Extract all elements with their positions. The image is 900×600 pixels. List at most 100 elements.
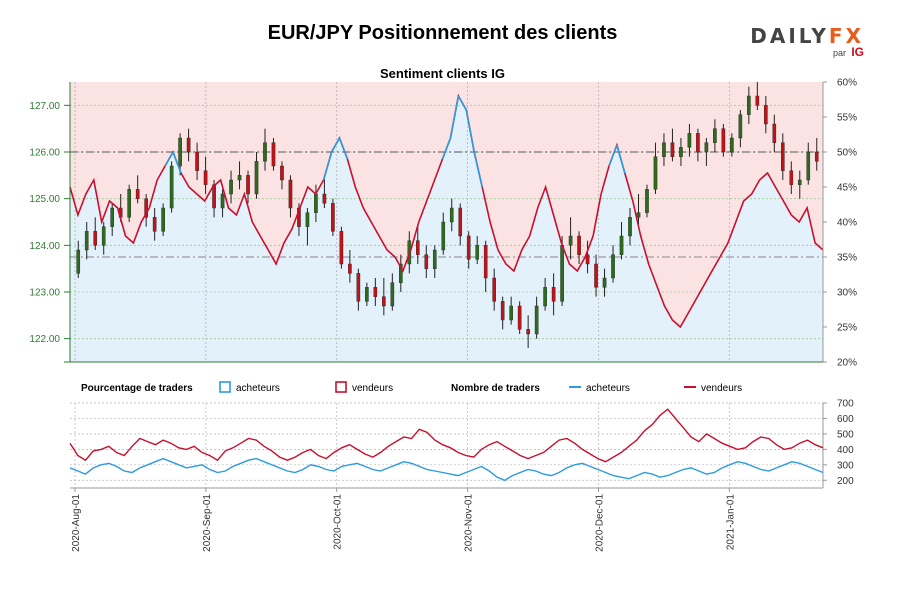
- count-tick-label: 200: [837, 476, 854, 487]
- candle-body: [441, 221, 446, 251]
- candle-body: [152, 217, 157, 232]
- candle-body: [619, 235, 624, 255]
- candle-body: [696, 133, 700, 153]
- candle-body: [781, 142, 785, 171]
- count-series-acheteurs: [69, 457, 824, 482]
- candle-body: [721, 128, 726, 153]
- brand-logo: DAILYFX par IG: [750, 24, 864, 64]
- percent-tick-label: 25%: [837, 323, 857, 334]
- candle-body: [254, 161, 259, 195]
- candle-body: [322, 193, 327, 204]
- legend-percent-buyers: acheteurs: [236, 383, 280, 394]
- candle-body: [526, 329, 530, 335]
- sentiment-line-buyers: [457, 95, 468, 111]
- candle-body: [747, 95, 751, 115]
- sentiment-line-buyers: [473, 151, 483, 188]
- candle-body: [797, 179, 802, 185]
- candle-body: [560, 245, 564, 302]
- legend-count-sellers: vendeurs: [701, 383, 742, 394]
- date-tick-label: 2020-Oct-01: [333, 494, 344, 550]
- candle-body: [161, 207, 165, 232]
- candle-body: [415, 240, 420, 255]
- page-title: EUR/JPY Positionnement des clients: [267, 22, 618, 44]
- candle-body: [127, 189, 131, 218]
- legend-percent-sellers: vendeurs: [352, 383, 393, 394]
- candle-body: [466, 235, 471, 260]
- count-series-vendeurs: [69, 408, 824, 463]
- candle-body: [195, 151, 199, 171]
- lower-zone: [70, 96, 823, 362]
- candle-body: [271, 142, 276, 167]
- candle-body: [432, 249, 437, 269]
- legend-count-title: Nombre de traders: [451, 383, 540, 394]
- legend-percent-sellers-swatch: [335, 381, 347, 393]
- candle-body: [568, 235, 573, 246]
- candle-body: [500, 301, 505, 321]
- candle-body: [186, 137, 191, 153]
- candle-body: [594, 263, 598, 288]
- candle-body: [483, 245, 488, 279]
- sentiment-line-buyers: [322, 151, 333, 181]
- candle-body: [509, 305, 513, 321]
- price-tick-label: 124.00: [29, 241, 60, 252]
- candle-body: [246, 175, 250, 195]
- count-tick-label: 500: [837, 429, 854, 440]
- candle-body: [449, 207, 454, 223]
- sentiment-line-buyers: [441, 137, 452, 160]
- candle-body: [585, 254, 590, 265]
- candle-body: [458, 207, 463, 237]
- sentiment-line-buyers: [616, 144, 626, 174]
- candle-body: [789, 170, 794, 185]
- candle-body: [84, 231, 89, 251]
- sentiment-line-buyers: [449, 95, 460, 139]
- price-tick-label: 127.00: [29, 101, 60, 112]
- candle-body: [755, 95, 760, 106]
- candle-body: [110, 207, 114, 227]
- legend-percent-title: Pourcentage de traders: [81, 383, 193, 394]
- candle-body: [543, 287, 547, 307]
- date-tick-label: 2020-Nov-01: [464, 494, 475, 552]
- candle-body: [365, 287, 369, 302]
- percent-tick-label: 20%: [837, 358, 857, 369]
- candle-body: [135, 189, 140, 199]
- candle-body: [373, 287, 378, 297]
- sentiment-line-buyers: [608, 144, 618, 167]
- candle-body: [679, 147, 683, 157]
- percent-tick-label: 60%: [837, 78, 857, 89]
- legend-count-buyers: acheteurs: [586, 383, 630, 394]
- candle-body: [356, 273, 361, 302]
- sentiment-line-buyers: [164, 151, 174, 167]
- candle-body: [178, 137, 182, 167]
- candle-body: [492, 277, 496, 302]
- candle-body: [93, 231, 98, 246]
- chart-title: Sentiment clients IG: [380, 66, 505, 81]
- candle-body: [738, 114, 743, 139]
- candle-body: [653, 156, 658, 190]
- candle-body: [534, 305, 539, 335]
- date-tick-label: 2020-Dec-01: [594, 494, 605, 552]
- candle-body: [382, 296, 386, 307]
- candle-body: [636, 212, 641, 218]
- candle-body: [772, 123, 777, 143]
- date-tick-label: 2020-Aug-01: [71, 494, 82, 552]
- count-tick-label: 400: [837, 445, 854, 456]
- sentiment-line-buyers: [465, 109, 476, 153]
- candle-body: [662, 142, 666, 157]
- price-tick-label: 123.00: [29, 288, 60, 299]
- candle-body: [730, 137, 734, 153]
- candle-body: [687, 133, 692, 148]
- candle-body: [305, 212, 310, 227]
- candle-body: [339, 231, 344, 265]
- candle-body: [390, 282, 395, 307]
- candle-body: [229, 179, 233, 195]
- candle-body: [517, 305, 522, 330]
- candle-body: [101, 226, 106, 246]
- candle-body: [144, 198, 148, 218]
- candle-body: [297, 207, 301, 227]
- candle-body: [220, 193, 225, 209]
- percent-tick-label: 35%: [837, 253, 857, 264]
- candle-body: [704, 142, 709, 153]
- candle-body: [280, 165, 284, 181]
- candle-body: [212, 184, 216, 209]
- candle-body: [76, 249, 81, 274]
